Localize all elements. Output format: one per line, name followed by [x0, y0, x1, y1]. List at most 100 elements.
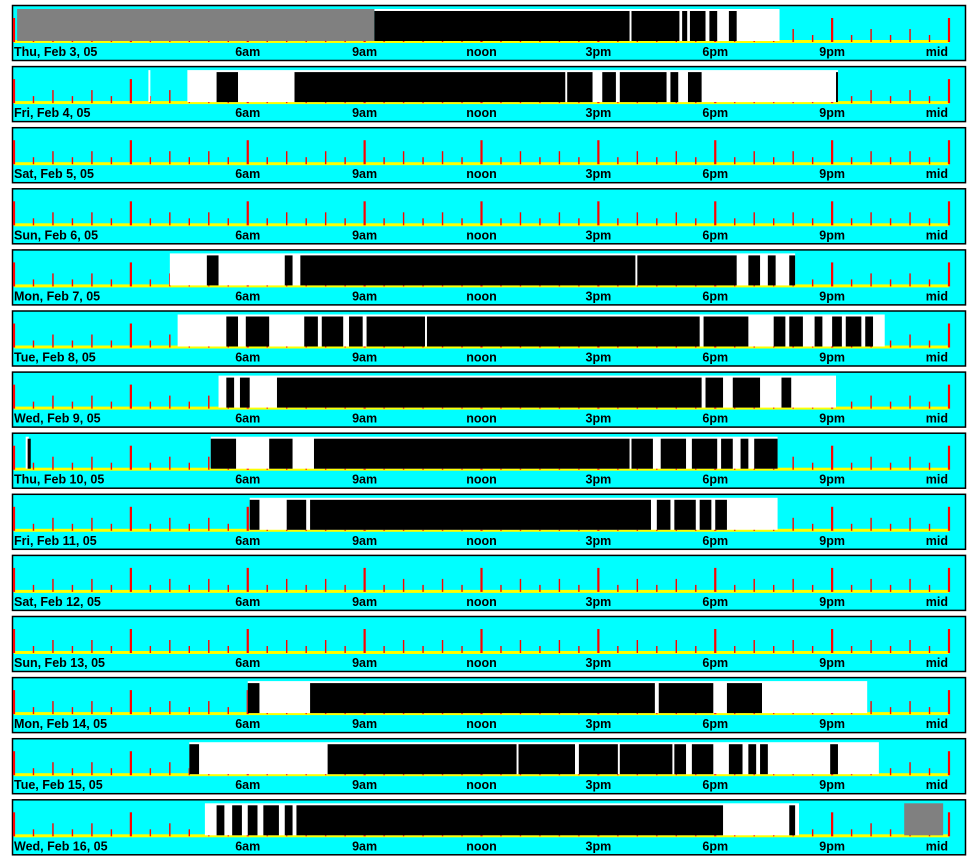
black-period [728, 11, 737, 41]
day-label: Sun, Feb 6, 05 [14, 228, 98, 242]
black-period [206, 255, 219, 286]
tick-label-noon: noon [466, 717, 497, 731]
tick-label-3pm: 3pm [586, 228, 612, 242]
gray-period [904, 803, 944, 836]
tick-label-6am: 6am [235, 595, 260, 609]
tick-label-9am: 9am [352, 534, 377, 548]
tick-label-3pm: 3pm [586, 839, 612, 853]
black-period [728, 744, 743, 775]
tick-label-noon: noon [466, 656, 497, 670]
tick-label-9am: 9am [352, 45, 377, 59]
black-period [682, 11, 688, 41]
tick-label-9pm: 9pm [819, 717, 845, 731]
tick-label-9am: 9am [352, 839, 377, 853]
black-period [660, 438, 687, 469]
tick-label-9am: 9am [352, 656, 377, 670]
day-label: Tue, Feb 15, 05 [14, 778, 103, 792]
tick-label-noon: noon [466, 167, 497, 181]
day-label: Mon, Feb 14, 05 [14, 717, 107, 731]
day-row: Thu, Feb 3, 05 6am 9am noon 3pm 6pm 9pm mid [11, 4, 967, 62]
black-period [249, 499, 260, 530]
black-period [748, 255, 761, 286]
tick-label-3pm: 3pm [586, 717, 612, 731]
tick-label-mid: mid [926, 412, 948, 426]
black-period [658, 683, 714, 714]
black-period [210, 438, 237, 469]
tick-label-9am: 9am [352, 717, 377, 731]
tick-label-mid: mid [926, 228, 948, 242]
black-period [284, 255, 293, 286]
tick-label-9am: 9am [352, 106, 377, 120]
black-period [232, 805, 242, 836]
day-label: Thu, Feb 10, 05 [14, 473, 104, 487]
black-period [518, 744, 575, 775]
tick-label-6pm: 6pm [702, 534, 728, 548]
black-period [726, 683, 762, 714]
black-period [689, 11, 706, 41]
tick-label-9am: 9am [352, 412, 377, 426]
tick-label-6pm: 6pm [702, 778, 728, 792]
day-row: Fri, Feb 11, 05 6am 9am noon 3pm 6pm 9pm mid [11, 493, 967, 551]
black-period [247, 805, 258, 836]
gray-period [17, 9, 375, 41]
day-label: Fri, Feb 4, 05 [14, 106, 90, 120]
black-period [374, 11, 630, 41]
black-period [748, 744, 757, 775]
tick-label-6am: 6am [235, 289, 260, 303]
black-period [310, 499, 651, 530]
tick-label-mid: mid [926, 473, 948, 487]
tick-label-9pm: 9pm [819, 656, 845, 670]
tick-label-6pm: 6pm [702, 473, 728, 487]
day-row: Mon, Feb 14, 05 6am 9am noon 3pm 6pm 9pm mid [11, 676, 967, 734]
black-period [687, 72, 702, 103]
tick-label-mid: mid [926, 106, 948, 120]
day-row: Thu, Feb 10, 05 6am 9am noon 3pm 6pm 9pm mid [11, 432, 967, 489]
black-period [814, 316, 823, 347]
tick-label-mid: mid [926, 717, 948, 731]
black-period [830, 744, 838, 775]
tick-label-3pm: 3pm [586, 778, 612, 792]
day-label: Sat, Feb 5, 05 [14, 167, 94, 181]
tick-label-3pm: 3pm [586, 351, 612, 365]
day-label: Tue, Feb 8, 05 [14, 351, 96, 365]
black-period [269, 438, 293, 469]
black-period [284, 805, 293, 836]
black-period [239, 377, 250, 408]
tick-label-6pm: 6pm [702, 412, 728, 426]
tick-label-noon: noon [466, 351, 497, 365]
tick-label-6am: 6am [235, 473, 260, 487]
tick-label-6am: 6am [235, 778, 260, 792]
black-period [294, 72, 566, 103]
tick-label-mid: mid [926, 656, 948, 670]
black-period [703, 316, 749, 347]
tick-label-mid: mid [926, 351, 948, 365]
day-label: Sun, Feb 13, 05 [14, 656, 105, 670]
tick-label-9am: 9am [352, 351, 377, 365]
day-label: Sat, Feb 12, 05 [14, 595, 101, 609]
black-period [426, 316, 700, 347]
tick-label-mid: mid [926, 167, 948, 181]
tick-label-mid: mid [926, 778, 948, 792]
tick-label-9pm: 9pm [819, 45, 845, 59]
black-period [865, 316, 874, 347]
white-period [25, 436, 29, 469]
day-row: Wed, Feb 9, 05 6am 9am noon 3pm 6pm 9pm mid [11, 371, 967, 428]
black-period [321, 316, 344, 347]
day-row: Wed, Feb 16, 05 6am 9am noon 3pm 6pm 9pm mid [11, 799, 967, 856]
black-period [781, 377, 792, 408]
black-period [567, 72, 593, 103]
black-period [310, 683, 655, 714]
tick-label-6pm: 6pm [702, 839, 728, 853]
tick-label-6am: 6am [235, 228, 260, 242]
tick-label-9am: 9am [352, 289, 377, 303]
day-panel [11, 554, 967, 612]
black-period [247, 683, 260, 714]
black-period [789, 805, 796, 836]
black-period [709, 11, 718, 41]
day-row: Sat, Feb 5, 05 6am 9am noon 3pm 6pm 9pm mid [11, 126, 967, 184]
black-period [226, 377, 235, 408]
tick-label-6pm: 6pm [702, 289, 728, 303]
tick-label-9pm: 9pm [819, 351, 845, 365]
day-label: Fri, Feb 11, 05 [14, 534, 97, 548]
black-period [189, 744, 200, 775]
